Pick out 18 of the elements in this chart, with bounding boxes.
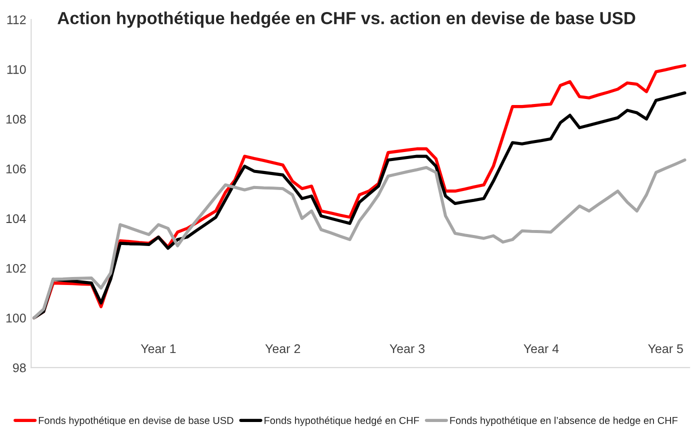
y-tick-label: 106 — [6, 164, 26, 174]
y-tick-label: 108 — [6, 114, 26, 124]
x-tick-label: Year 5 — [648, 344, 683, 354]
y-tick-label: 98 — [13, 363, 26, 372]
legend-label: Fonds hypothétique en devise de base USD — [38, 416, 234, 426]
chart-title: Action hypothétique hedgée en CHF vs. action en devise de base USD — [58, 11, 636, 28]
y-tick-label: 110 — [7, 65, 26, 74]
x-tick-label: Year 3 — [390, 344, 425, 354]
y-tick-label: 102 — [6, 264, 26, 273]
y-tick-label: 100 — [6, 314, 26, 323]
y-tick-label: 112 — [7, 15, 26, 24]
y-tick-label: 104 — [6, 214, 26, 224]
line-series — [32, 158, 686, 320]
legend-label: Fonds hypothétique en l’absence de hedge en CHF — [450, 416, 678, 426]
x-tick-label: Year 4 — [524, 344, 559, 354]
legend-label: Fonds hypothétique hedgé en CHF — [264, 416, 420, 426]
x-tick-label: Year 1 — [140, 344, 176, 354]
x-tick-label: Year 2 — [265, 344, 300, 354]
